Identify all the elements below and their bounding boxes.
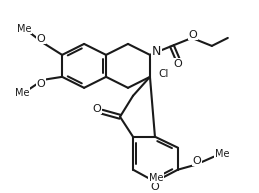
Text: Me: Me (214, 149, 229, 159)
Text: O: O (37, 79, 46, 89)
Text: O: O (189, 30, 197, 40)
Text: O: O (93, 104, 102, 114)
Text: O: O (192, 156, 201, 166)
Text: Cl: Cl (158, 69, 168, 79)
Text: Me: Me (17, 24, 31, 34)
Text: Me: Me (15, 88, 30, 98)
Text: O: O (174, 59, 182, 69)
Text: O: O (150, 182, 159, 192)
Text: Me: Me (149, 173, 163, 183)
Text: N: N (152, 45, 161, 58)
Text: O: O (37, 34, 46, 44)
